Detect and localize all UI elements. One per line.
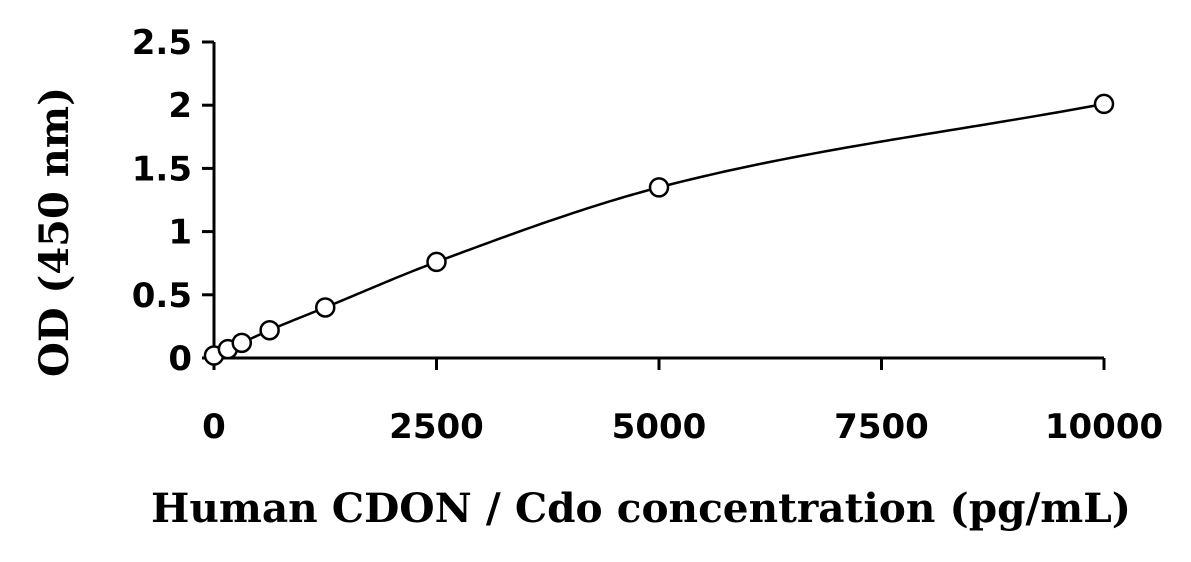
- data-point: [231, 332, 253, 354]
- data-point: [648, 177, 670, 198]
- x-tick-label: 0: [202, 407, 226, 447]
- y-axis-title: OD (450 nm): [31, 87, 78, 377]
- data-point: [315, 297, 336, 318]
- y-tick-label: 2: [168, 86, 192, 126]
- data-point: [1093, 93, 1115, 115]
- y-tick-label: 1.5: [132, 149, 192, 189]
- y-tick-label: 1: [168, 213, 192, 253]
- y-tick-label: 0: [168, 339, 192, 379]
- y-tick-label: 2.5: [132, 23, 192, 63]
- data-points: [203, 93, 1115, 366]
- data-point: [259, 319, 280, 341]
- y-ticks: 0 0.5 1 1.5 2 2.5: [132, 23, 214, 379]
- fit-curve: [213, 102, 1105, 357]
- axes: [212, 42, 1104, 360]
- x-tick-label: 7500: [834, 407, 929, 447]
- x-tick-label: 2500: [389, 407, 484, 447]
- y-tick-label: 0.5: [132, 276, 192, 316]
- x-axis-title: Human CDON / Cdo concentration (pg/mL): [151, 485, 1131, 532]
- x-ticks: 0 2500 5000 7500 10000: [202, 358, 1163, 447]
- data-point: [426, 251, 447, 273]
- x-tick-label: 10000: [1045, 407, 1163, 447]
- x-tick-label: 5000: [612, 407, 707, 447]
